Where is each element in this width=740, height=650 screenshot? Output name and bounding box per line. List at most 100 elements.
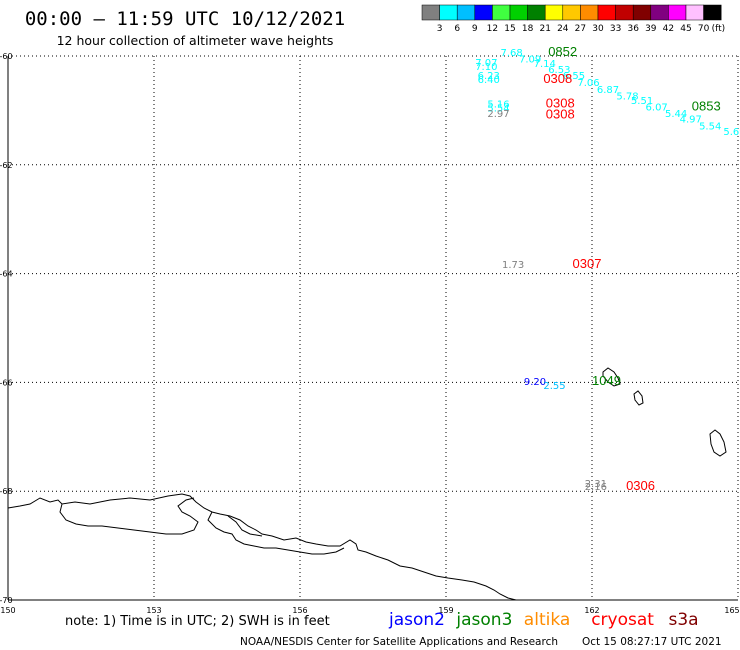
satellite-legend-jason3: jason3 (455, 610, 512, 630)
colorbar-swatch (562, 4, 581, 21)
swh-value-label: 6.53 (548, 65, 570, 76)
swh-value-label: 5.54 (487, 103, 509, 114)
swh-value-label: 5.44 (665, 109, 687, 120)
footer-note: note: 1) Time is in UTC; 2) SWH is in fe… (65, 614, 330, 629)
colorbar-label: 21 (539, 24, 550, 34)
colorbar-swatch (456, 4, 476, 21)
colorbar-unit: (ft) (712, 24, 726, 34)
y-tick-label: -70 (0, 596, 13, 605)
swh-value-label: 5.16 (487, 100, 509, 111)
swh-value-label: 7.07 (475, 58, 497, 69)
wave-height-points: 7.687.097.14 7.077.10 6.53 6.236.40 6.557.06… (475, 48, 740, 493)
island-balleny-1 (602, 367, 621, 387)
swh-value-label: 7.06 (577, 78, 599, 89)
swh-value-label: 5.54 (699, 121, 721, 132)
swh-value-label: 5.51 (631, 96, 653, 107)
swh-value-label: 7.68 (501, 48, 523, 59)
swh-value-label: 7.10 (475, 62, 497, 73)
colorbar-swatch (544, 4, 564, 21)
y-tick-label: -68 (0, 487, 13, 496)
colorbar-label: 30 (592, 24, 604, 34)
swh-value-label: 7.09 (519, 55, 541, 66)
antarctica-coastline (7, 493, 517, 601)
pass-time-label: 0852 (548, 44, 577, 59)
swh-value-label: 5.78 (616, 92, 638, 103)
colorbar-label: 12 (487, 24, 498, 34)
x-tick-label: 156 (292, 606, 307, 615)
colorbar-label: 6 (454, 24, 460, 34)
y-axis-ticks: -60 -62 -64 -66 -68 -70 (0, 52, 13, 605)
colorbar-swatch (580, 4, 599, 21)
x-tick-label: 162 (584, 606, 599, 615)
coastline-sound (227, 515, 263, 537)
plot-background (8, 56, 738, 600)
swh-value-label: 2.16 (585, 482, 607, 493)
colorbar-label: 24 (557, 24, 569, 34)
satellite-legend-altika: altika (524, 610, 571, 630)
swh-value-label: 7.14 (534, 59, 556, 70)
satellite-legend: jason2 jason3 altika cryosat s3a (388, 610, 699, 630)
swh-value-label: 1.73 (502, 260, 524, 271)
y-tick-label: -60 (0, 52, 13, 61)
satellite-legend-cryosat: cryosat (591, 610, 654, 630)
swh-value-label: 6.87 (597, 85, 619, 96)
chart-title: 00:00 – 11:59 UTC 10/12/2021 (25, 8, 345, 30)
colorbar-label: 3 (437, 24, 443, 34)
colorbar-legend: 3 6 9 12 15 18 21 24 27 30 33 36 39 42 45 70 (ft) (421, 4, 726, 34)
colorbar-label: 45 (680, 24, 691, 34)
colorbar-swatch (615, 4, 634, 21)
colorbar-swatch (632, 4, 652, 21)
satellite-legend-jason2: jason2 (388, 610, 445, 630)
y-tick-label: -64 (0, 270, 13, 279)
colorbar-label: 36 (627, 24, 639, 34)
swh-value-label: 6.55 (563, 71, 585, 82)
x-axis-ticks: 150 153 156 159 162 165 (0, 606, 739, 615)
pass-time-label: 0308 (543, 71, 572, 86)
swh-value-label: 2.97 (487, 109, 509, 120)
island-balleny-2 (633, 390, 644, 406)
swh-value-label: 2.55 (543, 381, 565, 392)
swh-value-label: 9.20 (524, 377, 546, 388)
island-balleny-3 (709, 429, 727, 457)
plot-area: 150 153 156 159 162 165 -60 -62 -64 -66 -68 -70 7.… (0, 44, 740, 615)
colorbar-swatch (597, 4, 616, 21)
colorbar-label: 70 (698, 24, 710, 34)
pass-time-label: 0306 (626, 478, 655, 493)
colorbar-label: 42 (663, 24, 674, 34)
x-tick-label: 150 (0, 606, 15, 615)
colorbar-label: 33 (610, 24, 621, 34)
swh-value-label: 6.07 (646, 102, 668, 113)
footer-credit: NOAA/NESDIS Center for Satellite Applica… (240, 636, 558, 648)
colorbar-label: 9 (472, 24, 478, 34)
footer-timestamp: Oct 15 08:27:17 UTC 2021 (582, 636, 722, 648)
swh-value-label: 4.97 (680, 114, 702, 125)
colorbar-swatch (527, 4, 546, 21)
chart-subtitle: 12 hour collection of altimeter wave hei… (57, 33, 334, 48)
coastline-bay (59, 497, 199, 535)
y-tick-label: -62 (0, 161, 13, 170)
colorbar-label: 18 (522, 24, 534, 34)
y-tick-label: -66 (0, 378, 13, 387)
colorbar-swatch (439, 4, 458, 21)
colorbar-swatch (474, 4, 493, 21)
pass-time-label: 0308 (546, 96, 575, 111)
colorbar-label: 27 (575, 24, 586, 34)
swh-value-label: 6.23 (478, 71, 500, 82)
colorbar-swatch (668, 4, 687, 21)
colorbar-label: 39 (645, 24, 657, 34)
colorbar-swatch (650, 4, 669, 21)
colorbar-swatch (492, 4, 511, 21)
swh-value-label: 2.31 (585, 479, 607, 490)
colorbar-label: 15 (504, 24, 515, 34)
grid-lines (8, 55, 739, 600)
pass-time-label: 0307 (573, 256, 602, 271)
colorbar-swatch (685, 4, 704, 21)
pass-time-label: 0308 (546, 107, 575, 122)
x-tick-label: 159 (438, 606, 453, 615)
swh-value-label: 6.40 (478, 75, 500, 86)
satellite-legend-s3a: s3a (669, 610, 699, 630)
x-tick-label: 153 (146, 606, 161, 615)
pass-time-label: 1049 (592, 373, 621, 388)
